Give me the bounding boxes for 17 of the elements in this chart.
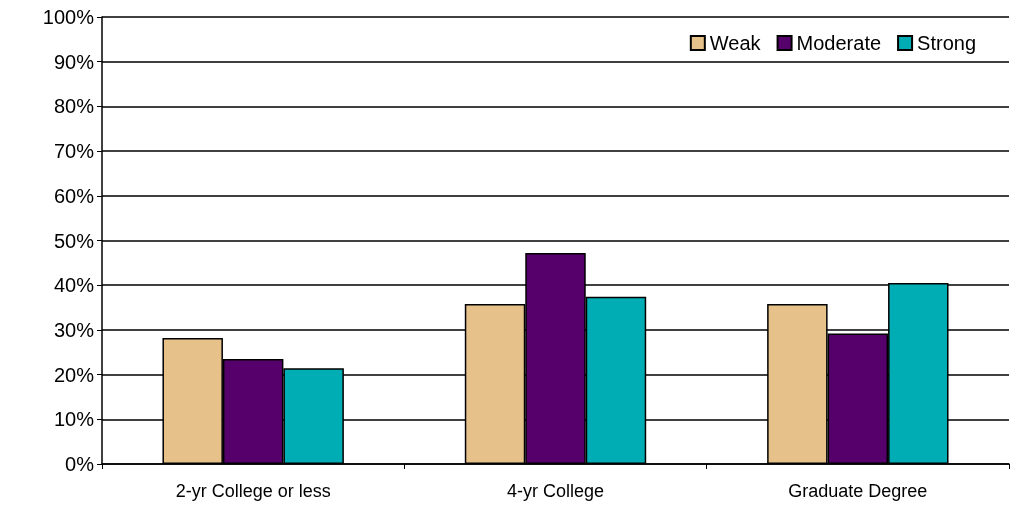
legend-label: Moderate <box>796 32 882 54</box>
x-tick-label: 4-yr College <box>506 481 605 501</box>
y-tick-label: 90% <box>53 50 95 73</box>
x-tick-label: Graduate Degree <box>788 481 928 501</box>
y-tick-label: 60% <box>53 184 95 207</box>
y-tick-label: 20% <box>53 363 95 386</box>
y-tick-label: 50% <box>53 229 95 252</box>
y-tick-label: 0% <box>65 453 95 475</box>
y-tick-label: 100% <box>42 6 95 28</box>
y-tick-label: 70% <box>53 140 95 163</box>
y-tick-label: 40% <box>53 274 95 297</box>
legend-label: Strong <box>917 32 977 54</box>
legend-label: Weak <box>709 32 762 54</box>
x-tick-label: 2-yr College or less <box>175 481 331 501</box>
y-tick-label: 80% <box>53 95 95 118</box>
y-tick-label: 30% <box>53 318 95 341</box>
y-tick-label: 10% <box>53 408 95 431</box>
